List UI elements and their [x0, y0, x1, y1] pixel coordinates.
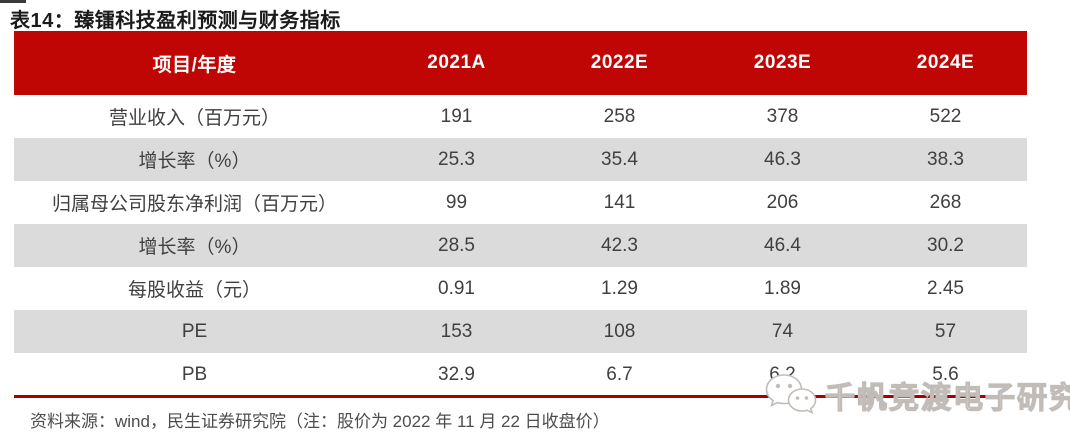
cell-value: 268	[929, 191, 962, 213]
table-row-revenue-growth: 增长率（%） 25.3 35.4 46.3 38.3	[14, 138, 1027, 181]
table-title: 表14：臻镭科技盈利预测与财务指标	[10, 10, 341, 32]
cell-value: 74	[771, 320, 794, 342]
watermark-text: 千帆竞渡电子研究	[824, 381, 1070, 415]
header-cell-2022e: 2022E	[538, 31, 701, 95]
cell-value: 108	[603, 320, 636, 342]
cell-value: 32.9	[438, 363, 475, 385]
cell-value: 1.89	[764, 277, 801, 299]
cell-value: 46.3	[764, 148, 801, 170]
row-label: PE	[181, 320, 208, 342]
row-label: PB	[181, 363, 208, 385]
row-label: 每股收益（元）	[127, 280, 261, 301]
cell-value: 5.6	[932, 363, 959, 385]
cell-value: 99	[445, 191, 468, 213]
row-label: 营业收入（百万元）	[108, 108, 280, 129]
table-row-net-profit: 归属母公司股东净利润（百万元） 99 141 206 268	[14, 181, 1027, 224]
cell-value: 191	[440, 105, 473, 127]
header-cell-2024e: 2024E	[864, 31, 1027, 95]
cell-value: 378	[766, 105, 799, 127]
cell-value: 46.4	[764, 234, 801, 256]
header-cell-2023e: 2023E	[701, 31, 864, 95]
page-edge-mark	[0, 0, 26, 3]
row-label: 增长率（%）	[138, 237, 251, 258]
cell-value: 258	[603, 105, 636, 127]
cell-value: 42.3	[601, 234, 638, 256]
table-row-pe: PE 153 108 74 57	[14, 310, 1027, 353]
financial-forecast-table: 项目/年度 2021A 2022E 2023E 2024E 营业收入（百万元） …	[14, 31, 1027, 396]
cell-value: 1.29	[601, 277, 638, 299]
cell-value: 30.2	[927, 234, 964, 256]
row-label: 归属母公司股东净利润（百万元）	[51, 194, 337, 215]
cell-value: 2.45	[927, 277, 964, 299]
table-bottom-border	[14, 395, 1014, 398]
header-row: 项目/年度 2021A 2022E 2023E 2024E	[14, 31, 1027, 95]
table-row-revenue: 营业收入（百万元） 191 258 378 522	[14, 95, 1027, 138]
cell-value: 25.3	[438, 148, 475, 170]
cell-value: 206	[766, 191, 799, 213]
cell-value: 153	[440, 320, 473, 342]
cell-value: 6.7	[606, 363, 633, 385]
table-row-eps: 每股收益（元） 0.91 1.29 1.89 2.45	[14, 267, 1027, 310]
cell-value: 57	[934, 320, 957, 342]
table-header: 项目/年度 2021A 2022E 2023E 2024E	[14, 31, 1027, 95]
watermark: 千帆竞渡电子研究	[763, 371, 1070, 419]
table-row-profit-growth: 增长率（%） 28.5 42.3 46.4 30.2	[14, 224, 1027, 267]
header-cell-2021a: 2021A	[375, 31, 538, 95]
row-label: 增长率（%）	[138, 151, 251, 172]
source-note: 资料来源：wind，民生证券研究院（注：股价为 2022 年 11 月 22 日…	[30, 412, 610, 431]
table-body: 营业收入（百万元） 191 258 378 522 增长率（%） 25.3 35…	[14, 95, 1027, 396]
cell-value: 28.5	[438, 234, 475, 256]
cell-value: 35.4	[601, 148, 638, 170]
wechat-icon	[765, 374, 817, 414]
cell-value: 522	[929, 105, 962, 127]
cell-value: 0.91	[438, 277, 475, 299]
cell-value: 38.3	[927, 148, 964, 170]
cell-value: 141	[603, 191, 636, 213]
header-cell-item-year: 项目/年度	[14, 31, 375, 95]
